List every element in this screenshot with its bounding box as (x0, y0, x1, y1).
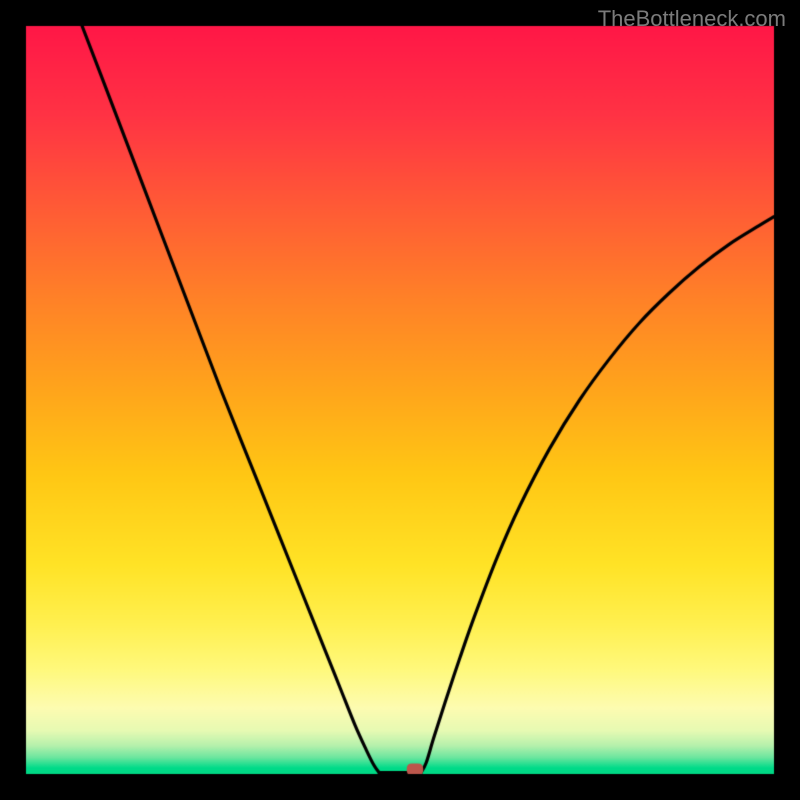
bottleneck-chart-canvas (0, 0, 800, 800)
